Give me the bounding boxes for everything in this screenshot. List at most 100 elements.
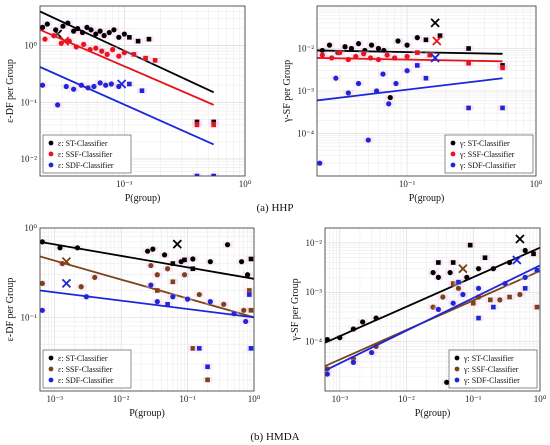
data-point-square xyxy=(211,119,216,125)
data-point-circle xyxy=(348,45,355,52)
data-point-circle xyxy=(40,239,45,245)
data-point-square xyxy=(146,36,152,42)
data-point-circle xyxy=(455,285,462,291)
legend-marker xyxy=(454,377,460,383)
data-point-circle xyxy=(161,252,168,258)
data-point-circle xyxy=(116,34,122,40)
data-point-circle xyxy=(326,42,333,48)
data-point-circle xyxy=(367,55,374,61)
data-point-circle xyxy=(81,41,87,48)
data-point-square xyxy=(466,105,471,111)
data-point-circle xyxy=(83,294,90,300)
legend: ε: ST-Classifier ε: SSF-Classifier ε: SDF-… xyxy=(42,349,132,389)
data-point-square xyxy=(488,297,493,303)
data-point-circle xyxy=(435,274,441,280)
data-point-square xyxy=(470,300,476,306)
data-point-circle xyxy=(395,38,401,44)
y-tick-label: 10⁻¹ xyxy=(21,97,38,107)
x-tick-label: 10⁻² xyxy=(113,394,130,404)
data-point-circle xyxy=(404,53,410,60)
data-point-square xyxy=(522,286,528,291)
data-point-cross xyxy=(172,239,182,249)
data-point-circle xyxy=(375,56,382,63)
data-point-cross xyxy=(61,257,72,267)
data-point-circle xyxy=(522,247,528,254)
data-point-square xyxy=(205,377,210,383)
data-point-circle xyxy=(40,280,45,286)
series-1 xyxy=(40,28,219,128)
data-point-circle xyxy=(353,53,359,60)
data-point-circle xyxy=(404,68,410,74)
data-point-cross xyxy=(458,264,468,274)
legend-box xyxy=(448,349,538,389)
data-point-circle xyxy=(333,75,339,81)
data-point-circle xyxy=(93,31,99,37)
data-point-circle xyxy=(475,266,482,272)
fit-line xyxy=(40,255,254,319)
data-point-square xyxy=(205,364,210,370)
data-point-circle xyxy=(110,47,116,53)
data-point-circle xyxy=(71,86,77,92)
legend-marker xyxy=(454,366,460,372)
data-point-square xyxy=(152,58,158,63)
series-0 xyxy=(325,234,540,386)
data-point-circle xyxy=(148,262,154,269)
legend-entry: γ: SSF-Classifier xyxy=(463,365,519,374)
data-point-square xyxy=(427,52,433,58)
data-point-circle xyxy=(116,53,122,59)
data-point-circle xyxy=(350,359,357,365)
data-point-circle xyxy=(497,297,503,303)
data-point-square xyxy=(194,122,200,128)
data-point-circle xyxy=(381,47,387,54)
data-point-circle xyxy=(184,296,191,302)
data-point-square xyxy=(127,81,132,87)
data-point-circle xyxy=(154,299,160,305)
y-axis-label: γ-SF per Group xyxy=(282,60,293,123)
data-point-square xyxy=(500,105,505,111)
data-point-circle xyxy=(63,83,69,90)
data-point-cross xyxy=(430,18,440,28)
data-point-circle xyxy=(464,274,470,280)
fit-line xyxy=(325,246,540,344)
legend-entry: γ: ST-Classifier xyxy=(463,354,514,363)
legend-entry: γ: SSF-Classifier xyxy=(459,150,515,159)
x-tick-label: 10⁻¹ xyxy=(465,394,482,404)
chart-hmda-sf: 10⁻³ 10⁻² 10⁻¹ 10⁰10⁻⁴10⁻³10⁻²P(group)γ-SF … xyxy=(290,227,547,419)
y-axis-label: γ-SF per Group xyxy=(290,278,301,341)
legend-box xyxy=(444,134,534,174)
data-point-circle xyxy=(435,306,441,312)
axes-box xyxy=(39,227,255,392)
x-axis-label: P(group) xyxy=(129,408,165,419)
data-point-circle xyxy=(444,379,450,385)
x-tick-label: 10⁻² xyxy=(398,394,415,404)
data-point-circle xyxy=(360,319,366,325)
data-point-circle xyxy=(57,245,63,251)
x-tick-label: 10⁻³ xyxy=(332,394,349,404)
data-point-circle xyxy=(224,242,231,248)
fit-line xyxy=(40,66,215,146)
y-axis-label: ε-DF per Group xyxy=(5,59,16,123)
data-point-circle xyxy=(319,52,325,58)
data-point-circle xyxy=(345,90,351,96)
x-axis-label: P(group) xyxy=(415,408,451,419)
data-point-square xyxy=(154,288,160,293)
legend-marker xyxy=(48,162,54,168)
data-point-circle xyxy=(374,88,380,94)
series-1 xyxy=(325,264,540,372)
data-point-square xyxy=(436,260,441,265)
data-point-circle xyxy=(92,274,98,281)
data-point-square xyxy=(170,261,176,266)
data-point-square xyxy=(534,267,540,273)
data-point-square xyxy=(507,294,512,300)
series-1 xyxy=(40,255,254,383)
data-point-square xyxy=(482,255,488,261)
legend-marker xyxy=(450,151,456,157)
fit-line xyxy=(317,77,503,102)
chart-hmda-df: 10⁻³ 10⁻² 10⁻¹ 10⁰ 10⁻¹ 10⁰ P(group) ε-DF per G… xyxy=(5,223,261,419)
data-point-circle xyxy=(369,349,375,356)
legend-entry: γ: ST-Classifier xyxy=(459,139,510,148)
data-point-circle xyxy=(207,259,213,265)
y-tick-label: 10⁻⁴ xyxy=(305,337,322,347)
data-point-circle xyxy=(65,20,71,26)
legend-box xyxy=(42,134,132,174)
